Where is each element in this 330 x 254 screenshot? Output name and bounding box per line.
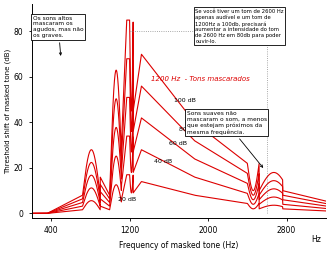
Text: Hz: Hz: [311, 235, 321, 244]
Text: 40 dB: 40 dB: [154, 158, 172, 164]
Text: Os sons altos
mascaram os
agudos, mas não
os graves.: Os sons altos mascaram os agudos, mas nã…: [33, 15, 83, 55]
Text: 20 dB: 20 dB: [118, 197, 136, 202]
Text: 80 dB: 80 dB: [179, 127, 197, 132]
Text: 1200 Hz  - Tons mascarados: 1200 Hz - Tons mascarados: [151, 76, 250, 82]
Text: Sons suaves não
mascaram o som, a menos
que estejam próximos da
mesma frequência: Sons suaves não mascaram o som, a menos …: [186, 111, 267, 167]
Text: 100 dB: 100 dB: [174, 98, 196, 103]
Y-axis label: Threshold shift of masked tone (dB): Threshold shift of masked tone (dB): [4, 49, 11, 174]
Text: 60 dB: 60 dB: [169, 141, 187, 146]
X-axis label: Frequency of masked tone (Hz): Frequency of masked tone (Hz): [119, 241, 238, 250]
Text: Se você tiver um tom de 2600 Hz
apenas audível e um tom de
1200Hz a 100db, preci: Se você tiver um tom de 2600 Hz apenas a…: [195, 9, 284, 44]
